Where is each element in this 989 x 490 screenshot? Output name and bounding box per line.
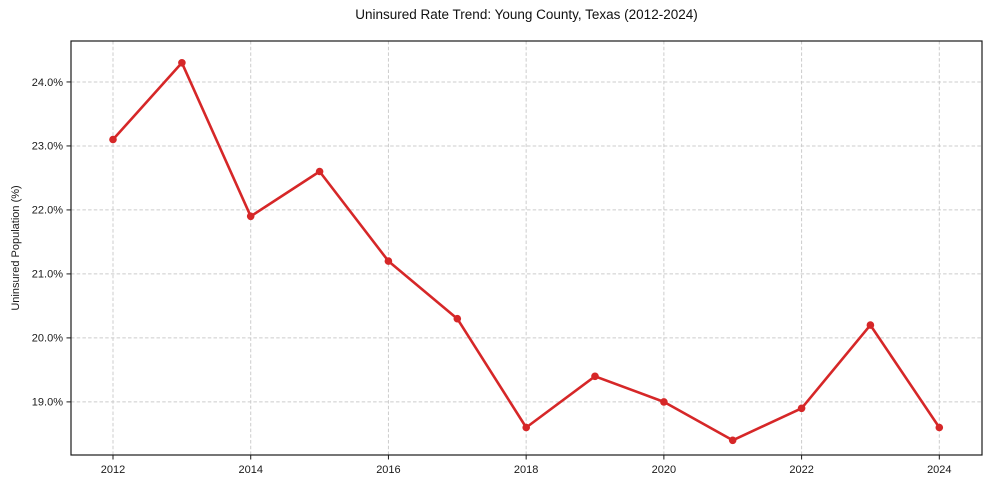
y-tick-label: 20.0% bbox=[32, 333, 63, 345]
y-tick-label: 19.0% bbox=[32, 397, 63, 409]
data-point-2021 bbox=[728, 436, 737, 445]
y-tick-label: 23.0% bbox=[32, 141, 63, 153]
x-tick-label: 2024 bbox=[927, 464, 951, 476]
data-point-2014 bbox=[246, 212, 255, 221]
data-point-2019 bbox=[591, 372, 599, 381]
data-point-2024 bbox=[935, 423, 944, 432]
data-point-2018 bbox=[522, 423, 530, 432]
x-tick-label: 2014 bbox=[238, 464, 262, 476]
y-axis-label: Uninsured Population (%) bbox=[10, 185, 22, 310]
data-point-2020 bbox=[660, 398, 668, 406]
x-tick-label: 2020 bbox=[652, 464, 676, 476]
y-tick-label: 21.0% bbox=[32, 269, 63, 281]
x-tick-label: 2018 bbox=[514, 464, 538, 476]
data-point-2012 bbox=[109, 135, 117, 144]
data-point-2016 bbox=[384, 257, 393, 265]
x-tick-label: 2022 bbox=[789, 464, 813, 476]
data-point-2013 bbox=[178, 59, 186, 67]
data-point-2017 bbox=[453, 314, 462, 323]
data-point-2015 bbox=[315, 167, 324, 176]
chart-title: Uninsured Rate Trend: Young County, Texa… bbox=[355, 7, 698, 22]
x-tick-label: 2016 bbox=[376, 464, 400, 476]
x-tick-label: 2012 bbox=[101, 464, 125, 476]
data-point-2022 bbox=[797, 404, 806, 413]
data-point-2023 bbox=[866, 321, 875, 329]
y-tick-label: 24.0% bbox=[32, 77, 63, 89]
y-tick-label: 22.0% bbox=[32, 205, 63, 217]
